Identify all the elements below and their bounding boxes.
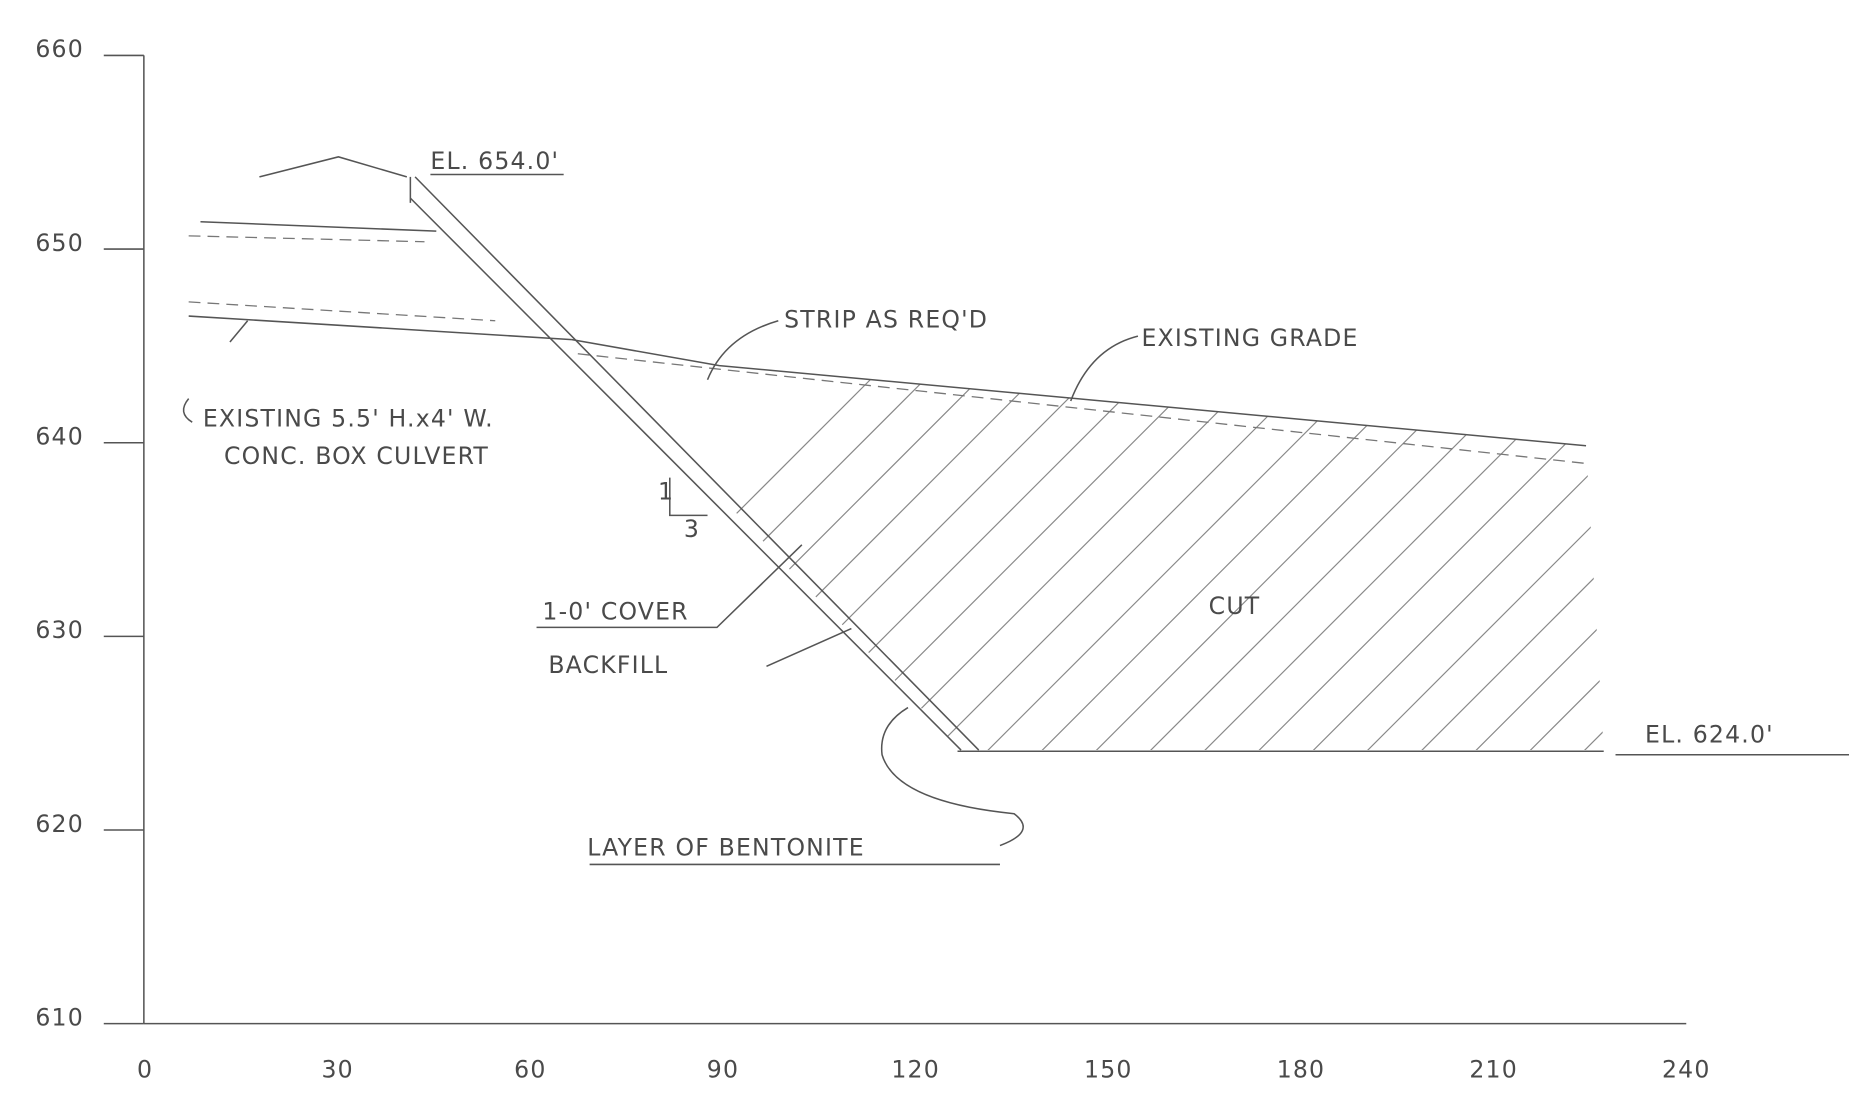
hatch-line (604, 307, 1052, 755)
leader (1071, 336, 1138, 401)
annotation: CONC. BOX CULVERT (224, 442, 489, 470)
y-tick-label: 620 (35, 810, 84, 838)
hatch-line (495, 307, 943, 755)
hatch-line (821, 307, 1269, 755)
annotation: EL. 624.0' (1645, 720, 1774, 748)
y-tick-label: 640 (35, 422, 84, 450)
leader (766, 629, 851, 667)
hatch-line (875, 307, 1323, 755)
hatch-line (1200, 307, 1648, 755)
hatch-line (983, 307, 1431, 755)
hatch-line (1634, 307, 1849, 755)
annotation: EXISTING GRADE (1141, 324, 1358, 352)
slope-indicator (670, 478, 708, 516)
x-tick-label: 30 (322, 1055, 354, 1083)
y-tick-label: 610 (35, 1003, 84, 1031)
hatch-line (1580, 307, 1849, 755)
hatch-line (658, 307, 1106, 755)
ground-peak (259, 157, 406, 177)
hatch-line (1797, 307, 1849, 755)
cross-section: EL. 654.0' STRIP AS REQ'D EXISTING GRADE… (0, 0, 1849, 1105)
annotation: EL. 654.0' (430, 147, 559, 175)
y-tick-label: 630 (35, 616, 84, 644)
hatch-line (1038, 307, 1486, 755)
x-tick-label: 60 (514, 1055, 546, 1083)
x-tick-label: 240 (1662, 1055, 1711, 1083)
annotation: CUT (1209, 592, 1261, 620)
annotation: STRIP AS REQ'D (784, 305, 988, 333)
hatch-line (766, 307, 1214, 755)
existing-grade (572, 340, 1586, 446)
hatch-line (1472, 307, 1849, 755)
annotation: 1 (658, 477, 674, 505)
leader (708, 321, 779, 380)
annotation: 3 (684, 515, 700, 543)
hatch-line (1689, 307, 1849, 755)
leader (184, 399, 193, 423)
x-tick-label: 180 (1277, 1055, 1326, 1083)
hatch-line (1743, 307, 1849, 755)
hatch-line (550, 307, 998, 755)
ground-dash (189, 236, 425, 242)
hatch-line (1363, 307, 1811, 755)
leader (882, 708, 1024, 846)
bentonite-layer (410, 198, 961, 750)
hatch-line (1146, 307, 1594, 755)
hatch-line (1092, 307, 1540, 755)
annotation: EXISTING 5.5' H.x4' W. (203, 404, 494, 432)
leader-tick (230, 321, 248, 342)
hatch-line (929, 307, 1377, 755)
x-tick-label: 150 (1084, 1055, 1133, 1083)
hatch-line (1417, 307, 1849, 755)
hatch-line (1309, 307, 1757, 755)
ground-line (189, 316, 572, 340)
y-tick-label: 660 (35, 35, 84, 63)
page: {"y_axis": {"labels": ["660", "650", "64… (0, 0, 1849, 1105)
hatch-line (1526, 307, 1849, 755)
x-tick-label: 90 (707, 1055, 739, 1083)
annotation: BACKFILL (548, 651, 668, 679)
x-tick-label: 120 (891, 1055, 940, 1083)
strip-line (578, 354, 1586, 464)
x-tick-label: 210 (1469, 1055, 1518, 1083)
annotation: LAYER OF BENTONITE (587, 834, 865, 862)
hatch-line (712, 307, 1160, 755)
ground-line (200, 222, 436, 231)
x-tick-label: 0 (137, 1055, 153, 1083)
annotation: 1-0' COVER (542, 598, 688, 626)
hatch-line (1255, 307, 1703, 755)
y-tick-label: 650 (35, 229, 84, 257)
ground-dash (189, 302, 496, 321)
